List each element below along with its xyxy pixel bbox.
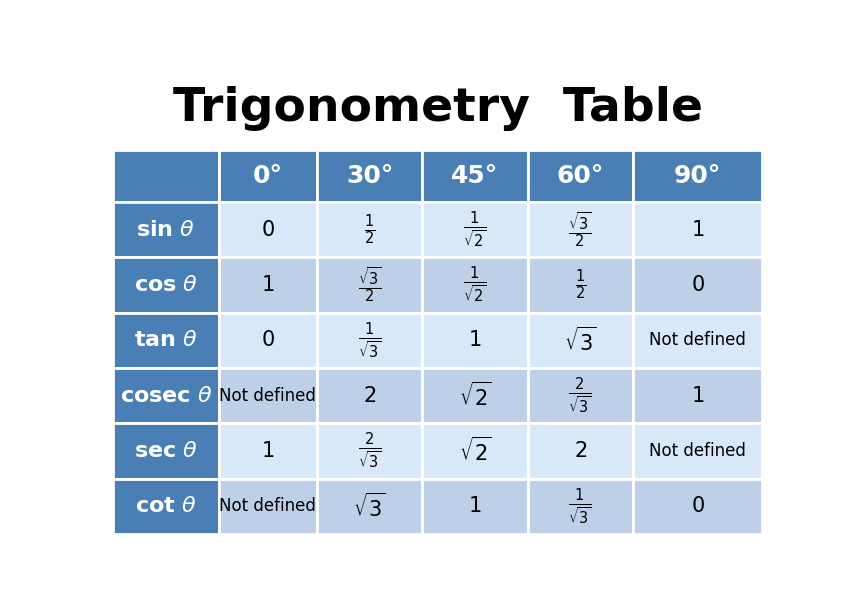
Text: $1$: $1$	[467, 496, 481, 516]
Bar	[527, 368, 632, 423]
Text: $0$: $0$	[690, 496, 704, 516]
Bar	[527, 478, 632, 534]
Text: 45°: 45°	[451, 164, 498, 188]
Bar	[316, 202, 422, 257]
Text: $\bf{sin}\ \mathit{\theta}$: $\bf{sin}\ \mathit{\theta}$	[136, 219, 195, 240]
Text: $\frac{\sqrt{3}}{2}$: $\frac{\sqrt{3}}{2}$	[357, 266, 381, 305]
Text: $\frac{1}{\sqrt{2}}$: $\frac{1}{\sqrt{2}}$	[462, 264, 486, 305]
Text: $2$: $2$	[363, 385, 376, 406]
Bar	[632, 150, 761, 202]
Text: $1$: $1$	[261, 441, 275, 461]
Bar	[316, 478, 422, 534]
Text: $1$: $1$	[467, 330, 481, 350]
Bar	[422, 257, 527, 313]
Bar	[218, 478, 316, 534]
Text: 0°: 0°	[252, 164, 282, 188]
Bar	[527, 313, 632, 368]
Text: $\frac{\sqrt{3}}{2}$: $\frac{\sqrt{3}}{2}$	[568, 210, 591, 249]
Text: $\bf{cosec}\ \mathit{\theta}$: $\bf{cosec}\ \mathit{\theta}$	[119, 385, 212, 406]
Bar	[422, 478, 527, 534]
Bar	[527, 202, 632, 257]
Bar	[632, 202, 761, 257]
Text: $\frac{1}{\sqrt{2}}$: $\frac{1}{\sqrt{2}}$	[462, 209, 486, 250]
Bar	[113, 202, 218, 257]
Bar	[632, 257, 761, 313]
Bar	[218, 202, 316, 257]
Text: $\frac{2}{\sqrt{3}}$: $\frac{2}{\sqrt{3}}$	[568, 376, 591, 416]
Bar	[316, 150, 422, 202]
Text: $0$: $0$	[261, 219, 275, 240]
Text: $\frac{2}{\sqrt{3}}$: $\frac{2}{\sqrt{3}}$	[357, 431, 381, 471]
Text: $\frac{1}{2}$: $\frac{1}{2}$	[574, 268, 585, 302]
Text: Not defined: Not defined	[648, 442, 745, 460]
Text: $0$: $0$	[690, 275, 704, 295]
Bar	[632, 423, 761, 478]
Text: $\frac{1}{\sqrt{3}}$: $\frac{1}{\sqrt{3}}$	[568, 486, 591, 527]
Bar	[422, 368, 527, 423]
Text: 30°: 30°	[345, 164, 393, 188]
Bar	[632, 313, 761, 368]
Bar	[316, 313, 422, 368]
Bar	[113, 313, 218, 368]
Text: $1$: $1$	[690, 219, 704, 240]
Text: $\bf{cos}\ \mathit{\theta}$: $\bf{cos}\ \mathit{\theta}$	[134, 275, 198, 295]
Text: $\bf{sec}\ \mathit{\theta}$: $\bf{sec}\ \mathit{\theta}$	[134, 441, 198, 461]
Text: $\sqrt{2}$: $\sqrt{2}$	[458, 437, 491, 465]
Text: Not defined: Not defined	[219, 387, 316, 405]
Text: Trigonometry  Table: Trigonometry Table	[172, 86, 702, 131]
Bar	[113, 478, 218, 534]
Text: $\frac{1}{\sqrt{3}}$: $\frac{1}{\sqrt{3}}$	[357, 320, 381, 361]
Bar	[316, 423, 422, 478]
Bar	[113, 423, 218, 478]
Text: $\sqrt{3}$: $\sqrt{3}$	[353, 492, 386, 520]
Bar	[113, 257, 218, 313]
Text: $0$: $0$	[261, 330, 275, 350]
Bar	[527, 423, 632, 478]
Bar	[422, 313, 527, 368]
Bar	[632, 368, 761, 423]
Bar	[113, 368, 218, 423]
Bar	[527, 257, 632, 313]
Text: $\bf{tan}\ \mathit{\theta}$: $\bf{tan}\ \mathit{\theta}$	[134, 330, 198, 350]
Bar	[527, 150, 632, 202]
Bar	[632, 478, 761, 534]
Bar	[218, 423, 316, 478]
Text: 60°: 60°	[556, 164, 603, 188]
Text: $1$: $1$	[690, 385, 704, 406]
Text: Not defined: Not defined	[648, 331, 745, 350]
Bar	[218, 368, 316, 423]
Bar	[316, 257, 422, 313]
Text: $2$: $2$	[573, 441, 586, 461]
Bar	[422, 150, 527, 202]
Bar	[218, 257, 316, 313]
Text: Not defined: Not defined	[219, 497, 316, 516]
Text: $1$: $1$	[261, 275, 275, 295]
Bar	[422, 202, 527, 257]
Bar	[113, 150, 218, 202]
Text: $\bf{cot}\ \mathit{\theta}$: $\bf{cot}\ \mathit{\theta}$	[135, 496, 196, 516]
Bar	[218, 313, 316, 368]
Bar	[218, 150, 316, 202]
Bar	[316, 368, 422, 423]
Text: 90°: 90°	[673, 164, 720, 188]
Text: $\sqrt{2}$: $\sqrt{2}$	[458, 382, 491, 410]
Bar	[422, 423, 527, 478]
Text: $\sqrt{3}$: $\sqrt{3}$	[563, 326, 596, 354]
Text: $\frac{1}{2}$: $\frac{1}{2}$	[363, 212, 375, 247]
